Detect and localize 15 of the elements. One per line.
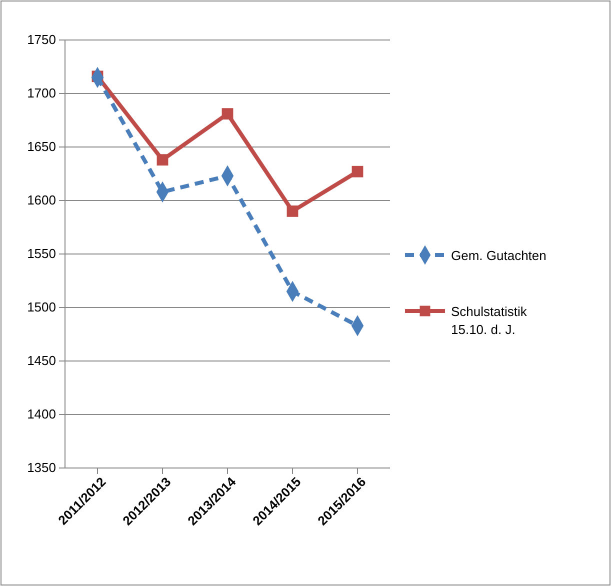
y-tick-label: 1500 [27, 300, 56, 315]
y-tick-label: 1750 [27, 32, 56, 48]
legend-label: Gem. Gutachten [451, 248, 546, 263]
y-tick-label: 1600 [27, 192, 56, 208]
legend-label: Schulstatistik 15.10. d. J. [451, 304, 528, 337]
y-tick-label: 1400 [27, 406, 56, 422]
point [156, 154, 168, 166]
point [352, 166, 364, 178]
y-tick-label: 1450 [27, 353, 56, 368]
y-tick-label: 1550 [27, 246, 56, 262]
y-tick-label: 1700 [27, 86, 56, 101]
y-tick-label: 1650 [27, 139, 56, 154]
y-tick-label: 1350 [27, 460, 56, 476]
point [286, 206, 298, 217]
point [222, 108, 234, 120]
